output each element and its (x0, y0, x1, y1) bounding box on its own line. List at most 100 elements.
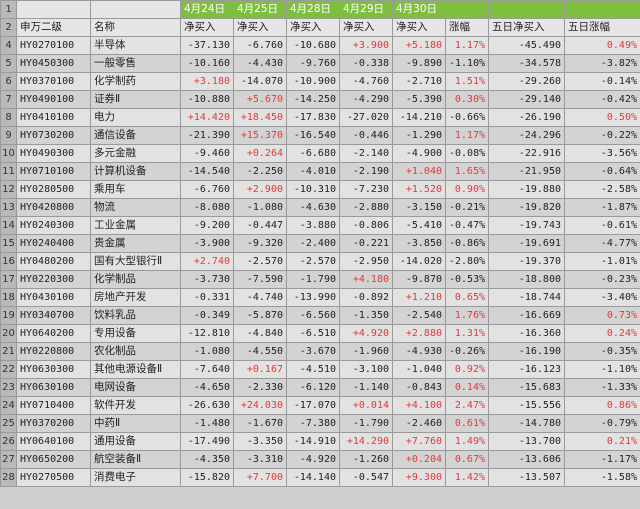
value-cell[interactable]: -1.080 (180, 342, 234, 361)
value-cell[interactable]: -1.040 (392, 360, 446, 379)
name-cell[interactable]: 专用设备 (90, 324, 181, 343)
value-cell[interactable]: -7.590 (233, 270, 287, 289)
value-cell[interactable]: 0.90% (445, 180, 489, 199)
row-number[interactable]: 17 (0, 270, 17, 289)
value-cell[interactable]: -1.480 (180, 414, 234, 433)
value-cell[interactable]: 1.65% (445, 162, 489, 181)
value-cell[interactable]: -0.79% (564, 414, 640, 433)
value-cell[interactable]: -0.61% (564, 216, 640, 235)
code-cell[interactable]: HY0370200 (16, 414, 91, 433)
value-cell[interactable]: -4.630 (286, 198, 340, 217)
value-cell[interactable]: -3.900 (180, 234, 234, 253)
value-cell[interactable]: +2.880 (392, 324, 446, 343)
value-cell[interactable]: -1.080 (233, 198, 287, 217)
value-cell[interactable]: -17.490 (180, 432, 234, 451)
value-cell[interactable]: -0.843 (392, 378, 446, 397)
value-cell[interactable]: -6.510 (286, 324, 340, 343)
value-cell[interactable]: 1.51% (445, 72, 489, 91)
name-cell[interactable]: 一般零售 (90, 54, 181, 73)
code-cell[interactable]: HY0430100 (16, 288, 91, 307)
value-cell[interactable]: -12.810 (180, 324, 234, 343)
value-cell[interactable]: -6.120 (286, 378, 340, 397)
code-cell[interactable]: HY0280500 (16, 180, 91, 199)
value-cell[interactable]: +5.180 (392, 36, 446, 55)
code-cell[interactable]: HY0240400 (16, 234, 91, 253)
value-cell[interactable]: 0.24% (564, 324, 640, 343)
name-cell[interactable]: 化学制药 (90, 72, 181, 91)
value-cell[interactable]: +15.370 (233, 126, 287, 145)
value-cell[interactable]: -21.390 (180, 126, 234, 145)
value-cell[interactable]: -0.331 (180, 288, 234, 307)
value-cell[interactable]: -0.806 (339, 216, 393, 235)
code-cell[interactable]: HY0640100 (16, 432, 91, 451)
name-cell[interactable]: 半导体 (90, 36, 181, 55)
value-cell[interactable]: -2.880 (339, 198, 393, 217)
value-cell[interactable]: -0.08% (445, 144, 489, 163)
value-cell[interactable]: -4.430 (233, 54, 287, 73)
value-cell[interactable]: -2.710 (392, 72, 446, 91)
row-number[interactable]: 7 (0, 90, 17, 109)
code-cell[interactable]: HY0710400 (16, 396, 91, 415)
value-cell[interactable]: -7.640 (180, 360, 234, 379)
value-cell[interactable]: -2.570 (286, 252, 340, 271)
name-cell[interactable]: 农化制品 (90, 342, 181, 361)
name-cell[interactable]: 软件开发 (90, 396, 181, 415)
value-cell[interactable]: -18.800 (488, 270, 565, 289)
row-number[interactable]: 20 (0, 324, 17, 343)
value-cell[interactable]: +7.760 (392, 432, 446, 451)
value-cell[interactable]: -6.560 (286, 306, 340, 325)
value-cell[interactable]: 0.30% (445, 90, 489, 109)
column-header[interactable]: 净买入 (233, 18, 287, 37)
value-cell[interactable]: -4.840 (233, 324, 287, 343)
value-cell[interactable]: -4.900 (392, 144, 446, 163)
name-cell[interactable]: 通信设备 (90, 126, 181, 145)
value-cell[interactable]: +2.740 (180, 252, 234, 271)
value-cell[interactable]: 0.86% (564, 396, 640, 415)
value-cell[interactable]: +4.920 (339, 324, 393, 343)
value-cell[interactable]: +1.520 (392, 180, 446, 199)
row-number[interactable]: 10 (0, 144, 17, 163)
date-header[interactable]: 4月24日 (180, 0, 234, 19)
code-cell[interactable]: HY0490300 (16, 144, 91, 163)
value-cell[interactable]: +4.180 (339, 270, 393, 289)
value-cell[interactable]: +0.167 (233, 360, 287, 379)
code-cell[interactable]: HY0420800 (16, 198, 91, 217)
value-cell[interactable]: -16.123 (488, 360, 565, 379)
value-cell[interactable]: -22.916 (488, 144, 565, 163)
row-number[interactable]: 8 (0, 108, 17, 127)
value-cell[interactable]: -29.140 (488, 90, 565, 109)
value-cell[interactable]: -3.310 (233, 450, 287, 469)
value-cell[interactable]: -1.670 (233, 414, 287, 433)
value-cell[interactable]: -0.221 (339, 234, 393, 253)
value-cell[interactable]: +2.900 (233, 180, 287, 199)
value-cell[interactable]: -4.920 (286, 450, 340, 469)
value-cell[interactable]: 1.49% (445, 432, 489, 451)
value-cell[interactable]: -45.490 (488, 36, 565, 55)
value-cell[interactable]: -1.350 (339, 306, 393, 325)
value-cell[interactable]: -1.290 (392, 126, 446, 145)
value-cell[interactable]: 0.49% (564, 36, 640, 55)
value-cell[interactable]: -1.58% (564, 468, 640, 487)
value-cell[interactable]: -0.42% (564, 90, 640, 109)
value-cell[interactable]: -27.020 (339, 108, 393, 127)
value-cell[interactable]: -2.250 (233, 162, 287, 181)
row-number[interactable]: 2 (0, 18, 17, 37)
code-cell[interactable]: HY0650200 (16, 450, 91, 469)
value-cell[interactable]: -4.350 (180, 450, 234, 469)
code-cell[interactable]: HY0220300 (16, 270, 91, 289)
value-cell[interactable]: -10.160 (180, 54, 234, 73)
value-cell[interactable]: +1.210 (392, 288, 446, 307)
date-header[interactable]: 4月29日 (339, 0, 393, 19)
value-cell[interactable]: 1.31% (445, 324, 489, 343)
value-cell[interactable]: -0.53% (445, 270, 489, 289)
value-cell[interactable]: -4.760 (339, 72, 393, 91)
value-cell[interactable]: -34.578 (488, 54, 565, 73)
value-cell[interactable]: -26.190 (488, 108, 565, 127)
value-cell[interactable]: -17.070 (286, 396, 340, 415)
value-cell[interactable]: -2.140 (339, 144, 393, 163)
value-cell[interactable]: -1.87% (564, 198, 640, 217)
value-cell[interactable]: +3.180 (180, 72, 234, 91)
code-cell[interactable]: HY0240300 (16, 216, 91, 235)
value-cell[interactable]: -8.080 (180, 198, 234, 217)
value-cell[interactable]: -0.66% (445, 108, 489, 127)
